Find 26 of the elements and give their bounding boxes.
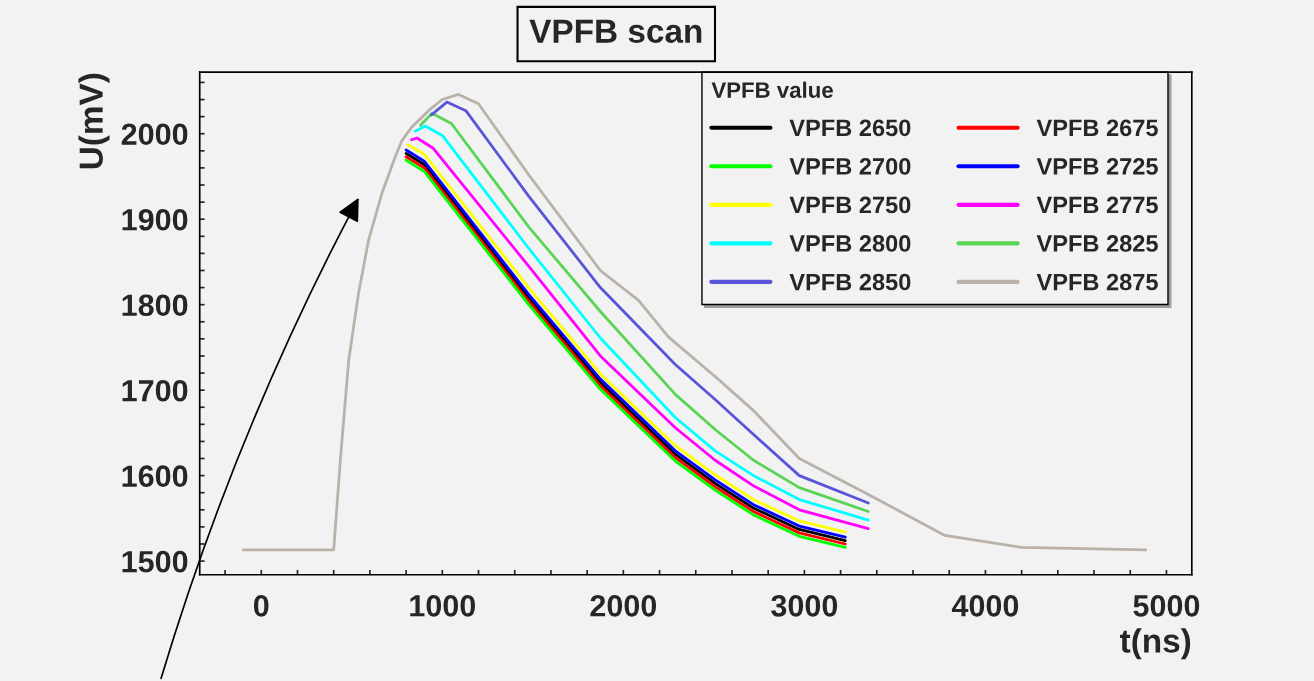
legend-label: VPFB 2650 <box>789 119 911 137</box>
legend-label: VPFB 2725 <box>1036 158 1158 175</box>
legend-label: VPFB 2825 <box>1036 235 1158 252</box>
legend-label: VPFB 2675 <box>1036 119 1158 137</box>
x-axis-title: t(ns) <box>1120 628 1191 660</box>
legend-label: VPFB 2750 <box>789 196 911 214</box>
y-tick-label: 2000 <box>121 123 188 146</box>
x-tick-label: 4000 <box>951 595 1019 617</box>
x-tick-label: 0 <box>253 595 269 617</box>
y-tick-label: 1800 <box>122 294 188 317</box>
y-tick-label: 1600 <box>122 465 188 487</box>
x-tick-label: 1000 <box>410 595 476 617</box>
y-axis-title: U(mV) <box>78 73 110 169</box>
y-tick-label: 1700 <box>122 379 188 402</box>
y-tick-label: 1500 <box>122 550 188 573</box>
y-tick-label: 1900 <box>122 208 188 231</box>
legend-title: VPFB value <box>711 81 833 98</box>
legend-label: VPFB 2700 <box>789 158 911 175</box>
legend-label: VPFB 2775 <box>1036 196 1158 214</box>
chart-title: VPFB scan <box>529 19 702 43</box>
x-tick-label: 5000 <box>1133 595 1200 617</box>
x-tick-label: 3000 <box>771 595 838 617</box>
legend-label: VPFB 2850 <box>789 273 911 291</box>
legend-label: VPFB 2875 <box>1036 273 1158 291</box>
legend-label: VPFB 2800 <box>789 235 911 252</box>
x-tick-label: 2000 <box>590 595 657 617</box>
